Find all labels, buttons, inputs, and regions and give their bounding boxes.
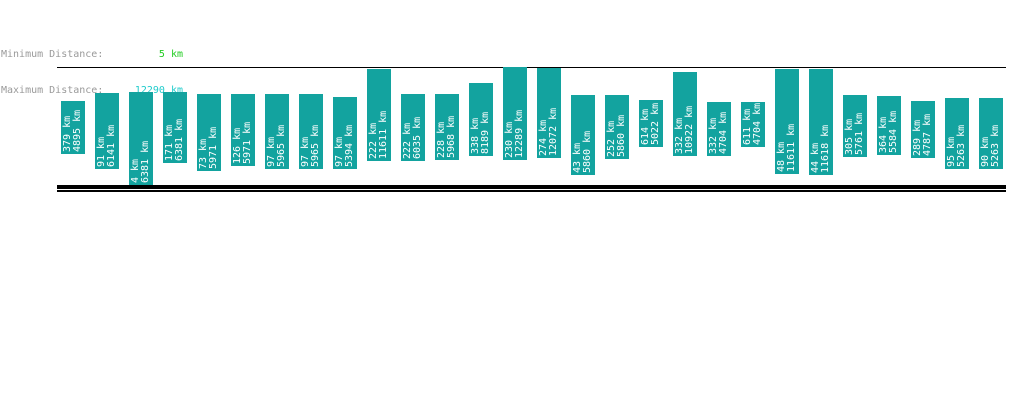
- bar-14-max-label: 12289 km: [514, 110, 525, 158]
- bar-18: [639, 100, 663, 147]
- bar-1: [61, 101, 85, 154]
- bar-3-min-label: 4 km: [130, 159, 141, 183]
- bar-7-min-label: 97 km: [266, 137, 277, 167]
- bar-21-min-label: 611 km: [742, 109, 753, 145]
- bar-3: [129, 92, 153, 185]
- bar-20-min-label: 332 km: [708, 118, 719, 154]
- bar-2: [95, 93, 119, 169]
- bar-6: [231, 94, 255, 166]
- bar-10-max-label: 11611 km: [378, 111, 389, 159]
- bar-23-min-label: 44 km: [810, 143, 821, 173]
- bar-15-min-label: 274 km: [538, 120, 549, 156]
- bar-8: [299, 94, 323, 169]
- bar-26-min-label: 289 km: [912, 120, 923, 156]
- legend-max-value: 12290 km: [134, 85, 183, 96]
- bar-24: [843, 95, 867, 157]
- bar-22: [775, 69, 799, 174]
- bar-16-max-label: 5860 km: [582, 131, 593, 173]
- bar-11-min-label: 222 km: [402, 123, 413, 159]
- bar-13: [469, 83, 493, 156]
- bar-4-max-label: 6381 km: [174, 119, 185, 161]
- bar-4: [163, 92, 187, 163]
- bar-21: [741, 102, 765, 147]
- bar-19: [673, 72, 697, 156]
- bar-13-min-label: 338 km: [470, 118, 481, 154]
- bar-8-max-label: 5965 km: [310, 125, 321, 167]
- bar-24-max-label: 5761 km: [854, 113, 865, 155]
- legend-min-row: Minimum Distance: 5 km: [1, 49, 183, 61]
- bar-1-max-label: 4895 km: [72, 110, 83, 152]
- legend-max-row: Maximum Distance: 12290 km: [1, 85, 183, 97]
- bar-28: [979, 98, 1003, 169]
- bar-6-max-label: 5971 km: [242, 122, 253, 164]
- bar-20: [707, 102, 731, 156]
- bar-16-min-label: 43 km: [572, 143, 583, 173]
- bar-12-max-label: 5968 km: [446, 116, 457, 158]
- bar-27-min-label: 95 km: [946, 137, 957, 167]
- bar-25: [877, 96, 901, 155]
- bar-7-max-label: 5965 km: [276, 125, 287, 167]
- bar-11-max-label: 6035 km: [412, 117, 423, 159]
- bar-12: [435, 94, 459, 160]
- bar-18-min-label: 614 km: [640, 109, 651, 145]
- bar-26-max-label: 4787 km: [922, 114, 933, 156]
- bar-25-max-label: 5584 km: [888, 111, 899, 153]
- bar-14-min-label: 230 km: [504, 122, 515, 158]
- bar-2-max-label: 6141 km: [106, 125, 117, 167]
- bar-26: [911, 101, 935, 158]
- legend-max-label: Maximum Distance:: [1, 85, 104, 96]
- bar-1-min-label: 379 km: [62, 116, 73, 152]
- bar-5: [197, 94, 221, 171]
- bar-7: [265, 94, 289, 169]
- bar-9-max-label: 5394 km: [344, 125, 355, 167]
- bar-5-max-label: 5971 km: [208, 127, 219, 169]
- bar-28-max-label: 5263 km: [990, 125, 1001, 167]
- bar-10: [367, 69, 391, 161]
- bar-2-min-label: 91 km: [96, 137, 107, 167]
- bar-8-min-label: 97 km: [300, 137, 311, 167]
- bar-19-max-label: 10922 km: [684, 106, 695, 154]
- bar-3-max-label: 6381 km: [140, 141, 151, 183]
- bar-27: [945, 98, 969, 169]
- bar-20-max-label: 4704 km: [718, 112, 729, 154]
- bar-6-min-label: 126 km: [232, 128, 243, 164]
- bar-28-min-label: 90 km: [980, 137, 991, 167]
- bar-13-max-label: 8189 km: [480, 112, 491, 154]
- bar-18-max-label: 5022 km: [650, 103, 661, 145]
- bar-24-min-label: 305 km: [844, 119, 855, 155]
- bar-12-min-label: 228 km: [436, 122, 447, 158]
- bar-11: [401, 94, 425, 161]
- bar-14: [503, 67, 527, 160]
- bar-21-max-label: 4704 km: [752, 103, 763, 145]
- bar-5-min-label: 73 km: [198, 139, 209, 169]
- legend-min-value: 5 km: [158, 49, 183, 60]
- bar-23-max-label: 11618 km: [820, 125, 831, 173]
- bar-4-min-label: 171 km: [164, 125, 175, 161]
- bar-22-min-label: 48 km: [776, 142, 787, 172]
- bar-15-max-label: 12072 km: [548, 108, 559, 156]
- bar-9-min-label: 97 km: [334, 137, 345, 167]
- bar-19-min-label: 332 km: [674, 118, 685, 154]
- legend-min-label: Minimum Distance:: [1, 49, 104, 60]
- distance-legend: Minimum Distance: 5 km Maximum Distance: 1…: [1, 25, 183, 109]
- bar-17: [605, 95, 629, 159]
- bar-10-min-label: 222 km: [368, 123, 379, 159]
- bar-17-max-label: 5860 km: [616, 115, 627, 157]
- bar-23: [809, 69, 833, 175]
- bar-16: [571, 95, 595, 175]
- bar-15: [537, 68, 561, 158]
- bar-9: [333, 97, 357, 169]
- bar-22-max-label: 11611 km: [786, 124, 797, 172]
- bar-17-min-label: 252 km: [606, 121, 617, 157]
- bar-27-max-label: 5263 km: [956, 125, 967, 167]
- bar-25-min-label: 364 km: [878, 117, 889, 153]
